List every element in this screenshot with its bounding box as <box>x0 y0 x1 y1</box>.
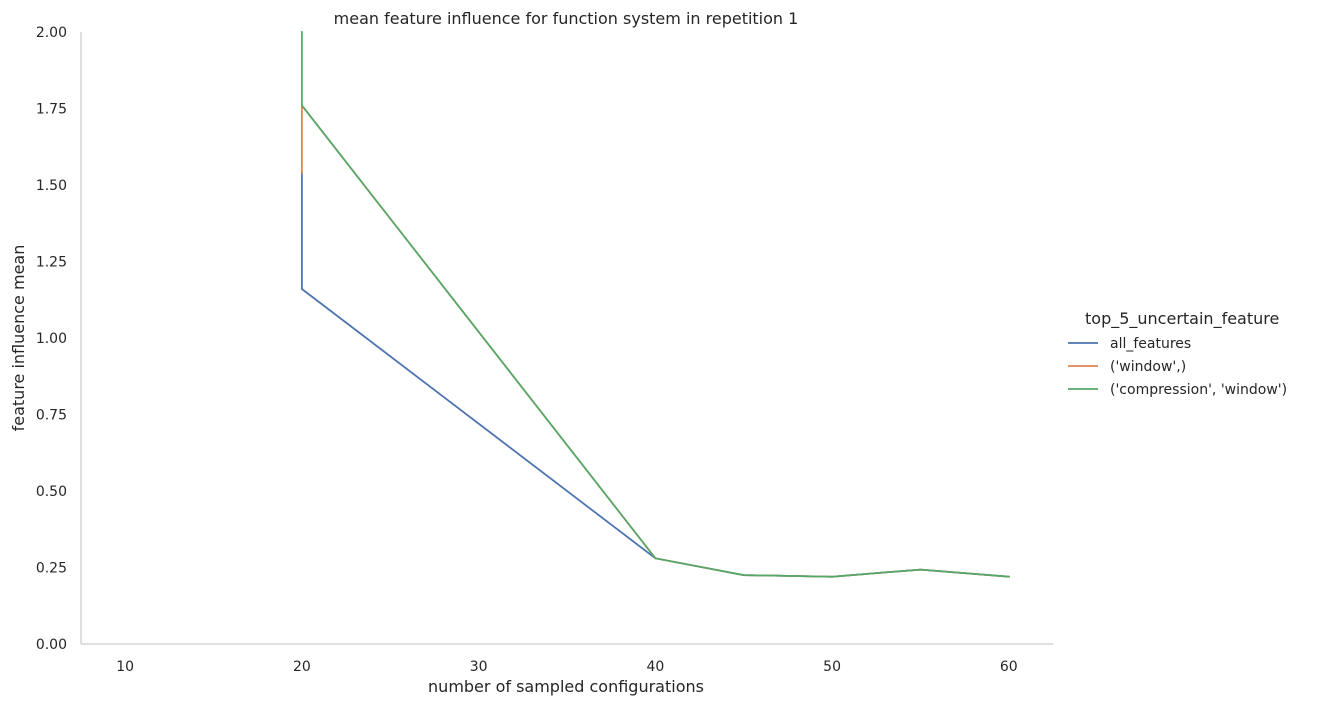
x-tick-labels: 10 20 30 40 50 60 <box>116 659 1017 675</box>
y-tick-labels: 0.00 0.25 0.50 0.75 1.00 1.25 1.50 1.75 2.00 <box>36 25 67 653</box>
y-axis-label: feature influence mean <box>9 245 28 432</box>
legend-label: ('compression', 'window') <box>1110 382 1287 398</box>
series-line-2 <box>301 31 1010 578</box>
x-axis-label: number of sampled configurations <box>428 677 704 696</box>
x-tick-label: 40 <box>646 659 664 675</box>
y-tick-label: 1.25 <box>36 255 67 271</box>
x-tick-label: 50 <box>823 659 841 675</box>
x-tick-label: 10 <box>116 659 134 675</box>
y-tick-label: 1.50 <box>36 178 67 194</box>
x-tick-label: 30 <box>470 659 488 675</box>
y-tick-label: 0.75 <box>36 408 67 424</box>
legend-entries: all_features ('window',) ('compression', '… <box>1068 336 1287 398</box>
x-tick-label: 20 <box>293 659 311 675</box>
series-lines <box>301 31 1010 578</box>
y-tick-label: 1.00 <box>36 331 67 347</box>
chart-title: mean feature influence for function syst… <box>334 9 799 28</box>
y-tick-label: 0.50 <box>36 484 67 500</box>
x-tick-label: 60 <box>1000 659 1018 675</box>
legend: top_5_uncertain_feature all_features ('wi… <box>1068 309 1287 398</box>
y-tick-label: 0.00 <box>36 637 67 653</box>
y-tick-label: 1.75 <box>36 102 67 118</box>
legend-label: all_features <box>1110 336 1191 352</box>
legend-label: ('window',) <box>1110 359 1186 375</box>
y-tick-label: 0.25 <box>36 561 67 577</box>
axes <box>80 32 1053 645</box>
series-line-0 <box>301 171 1010 578</box>
legend-title: top_5_uncertain_feature <box>1085 309 1279 329</box>
series-line-1 <box>301 104 1010 578</box>
y-tick-label: 2.00 <box>36 25 67 41</box>
